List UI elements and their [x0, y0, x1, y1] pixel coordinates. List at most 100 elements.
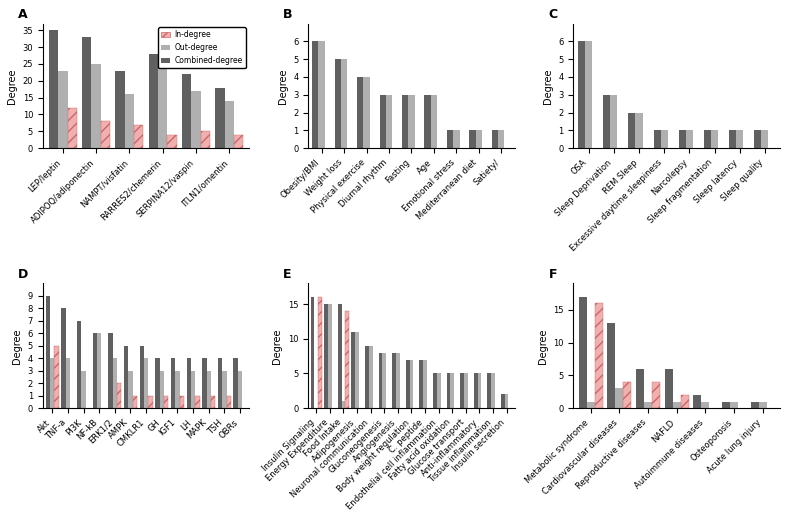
Bar	[644, 401, 652, 408]
Bar	[312, 41, 319, 148]
Bar	[464, 373, 467, 408]
Bar	[504, 394, 508, 408]
Bar	[678, 131, 685, 148]
Bar	[116, 71, 125, 148]
Bar	[117, 383, 121, 408]
Bar	[635, 112, 642, 148]
Bar	[623, 382, 631, 408]
Y-axis label: Degree: Degree	[543, 68, 552, 104]
Bar	[202, 358, 206, 408]
Bar	[54, 346, 59, 408]
Bar	[338, 304, 342, 408]
Bar	[139, 346, 144, 408]
Bar	[155, 358, 160, 408]
Bar	[730, 131, 736, 148]
Bar	[501, 394, 504, 408]
Bar	[234, 358, 238, 408]
Bar	[342, 401, 345, 408]
Bar	[474, 373, 478, 408]
Bar	[711, 131, 718, 148]
Bar	[460, 373, 464, 408]
Bar	[234, 135, 243, 148]
Bar	[334, 59, 341, 148]
Text: A: A	[18, 8, 28, 21]
Bar	[211, 396, 216, 408]
Bar	[46, 296, 50, 408]
Bar	[653, 131, 660, 148]
Bar	[357, 77, 364, 148]
Bar	[447, 131, 453, 148]
Bar	[492, 131, 498, 148]
Bar	[433, 373, 437, 408]
Bar	[81, 371, 86, 408]
Bar	[498, 131, 504, 148]
Bar	[761, 131, 768, 148]
Bar	[82, 37, 91, 148]
Bar	[379, 353, 382, 408]
Bar	[681, 395, 689, 408]
Bar	[182, 74, 191, 148]
Bar	[424, 95, 430, 148]
Bar	[722, 401, 730, 408]
Y-axis label: Degree: Degree	[272, 328, 283, 364]
Bar	[419, 359, 423, 408]
Bar	[608, 323, 615, 408]
Text: D: D	[18, 268, 28, 281]
Bar	[171, 358, 176, 408]
Bar	[660, 131, 667, 148]
Bar	[49, 31, 58, 148]
Bar	[97, 333, 102, 408]
Bar	[324, 304, 328, 408]
Y-axis label: Degree: Degree	[538, 328, 548, 364]
Bar	[578, 297, 586, 408]
Bar	[478, 373, 482, 408]
Bar	[379, 95, 386, 148]
Bar	[487, 373, 491, 408]
Bar	[91, 64, 101, 148]
Text: B: B	[283, 8, 293, 21]
Bar	[446, 373, 450, 408]
Bar	[144, 358, 148, 408]
Bar	[206, 371, 211, 408]
Text: C: C	[549, 8, 558, 21]
Bar	[586, 401, 595, 408]
Bar	[318, 297, 322, 408]
Bar	[491, 373, 495, 408]
Bar	[392, 353, 396, 408]
Bar	[665, 369, 673, 408]
Bar	[693, 395, 701, 408]
Bar	[191, 371, 195, 408]
Bar	[319, 41, 325, 148]
Bar	[218, 358, 222, 408]
Bar	[603, 95, 610, 148]
Bar	[345, 311, 349, 408]
Bar	[396, 353, 400, 408]
Bar	[311, 297, 315, 408]
Bar	[759, 401, 767, 408]
Bar	[124, 346, 128, 408]
Bar	[751, 401, 759, 408]
Bar	[160, 371, 164, 408]
Bar	[736, 131, 743, 148]
Bar	[365, 346, 369, 408]
Bar	[225, 101, 234, 148]
Bar	[216, 88, 225, 148]
Bar	[61, 308, 65, 408]
Bar	[179, 396, 184, 408]
Text: F: F	[549, 268, 557, 281]
Bar	[191, 91, 201, 148]
Bar	[164, 396, 168, 408]
Bar	[227, 396, 231, 408]
Bar	[453, 131, 460, 148]
Bar	[673, 401, 681, 408]
Bar	[134, 125, 143, 148]
Bar	[341, 59, 347, 148]
Bar	[755, 131, 761, 148]
Bar	[369, 346, 372, 408]
Bar	[355, 332, 359, 408]
Y-axis label: Degree: Degree	[278, 68, 287, 104]
Bar	[149, 54, 158, 148]
Bar	[585, 41, 592, 148]
Bar	[65, 358, 70, 408]
Bar	[406, 359, 409, 408]
